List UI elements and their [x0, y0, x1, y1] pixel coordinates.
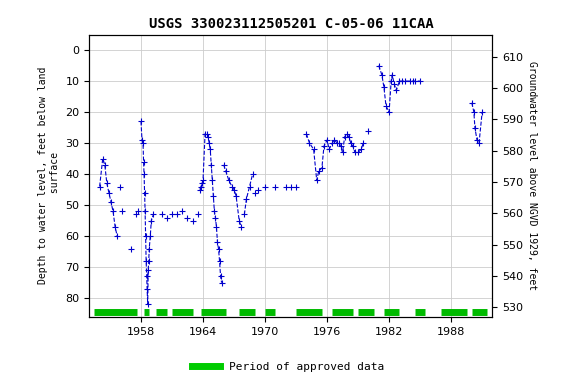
Legend: Period of approved data: Period of approved data — [188, 357, 388, 377]
Y-axis label: Depth to water level, feet below land
 surface: Depth to water level, feet below land su… — [38, 67, 60, 285]
Title: USGS 330023112505201 C-05-06 11CAA: USGS 330023112505201 C-05-06 11CAA — [149, 17, 433, 31]
Y-axis label: Groundwater level above NGVD 1929, feet: Groundwater level above NGVD 1929, feet — [527, 61, 537, 290]
